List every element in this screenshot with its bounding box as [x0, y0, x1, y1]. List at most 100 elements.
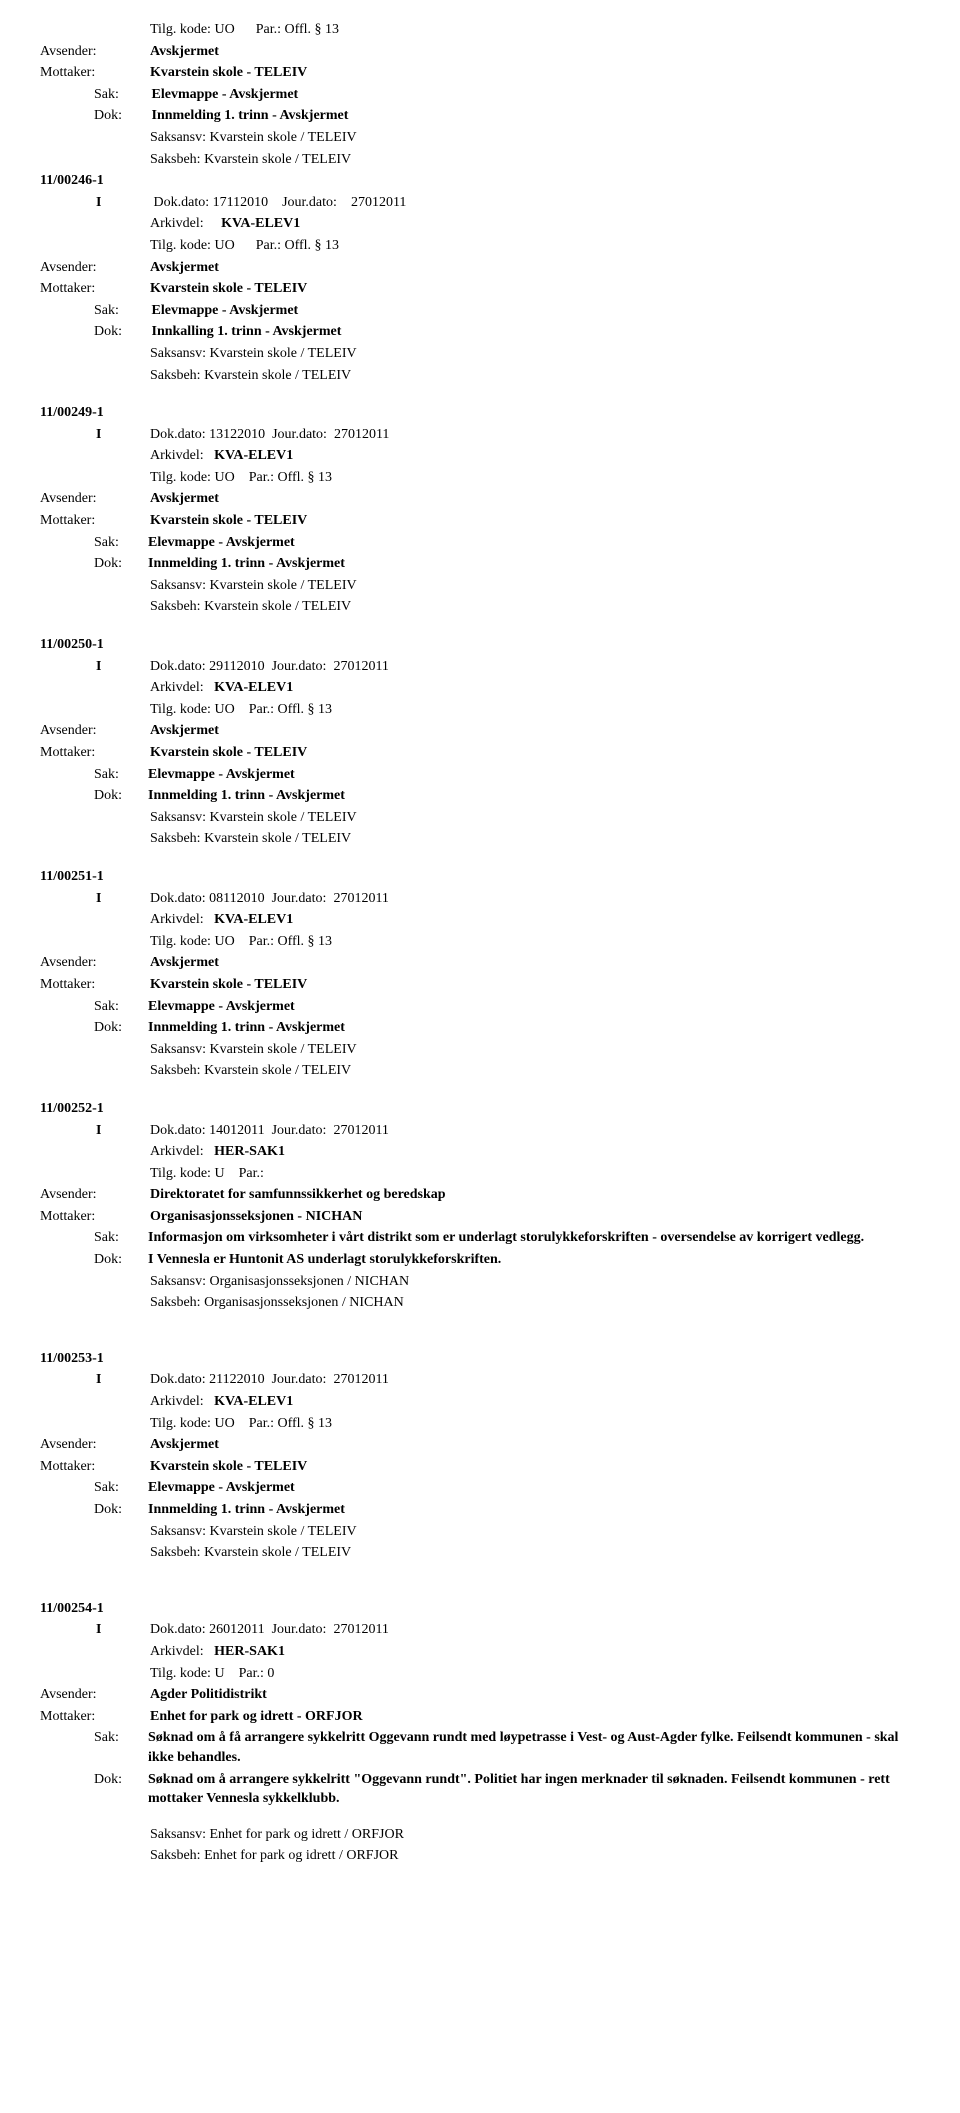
saksbeh-label: Saksbeh: [150, 1063, 201, 1078]
dokdato-row: IDok.dato: 14012011 Jour.dato: 27012011 [40, 1121, 920, 1141]
avsender-row: Avsender: Avskjermet [40, 42, 920, 62]
journal-entry: Tilg. kode: UO Par.: Offl. § 13 Avsender… [40, 20, 920, 385]
saksansv-label: Saksansv: [150, 810, 206, 825]
saksansv-row: Saksansv: Kvarstein skole / TELEIV [150, 128, 920, 148]
dok-row: Dok:Innmelding 1. trinn - Avskjermet [94, 554, 920, 574]
saksbeh-value: Kvarstein skole / TELEIV [204, 368, 351, 383]
avsender-row: Avsender:Avskjermet [40, 953, 920, 973]
saksbeh-value: Enhet for park og idrett / ORFJOR [204, 1848, 398, 1863]
saksansv-label: Saksansv: [150, 130, 206, 145]
jourdato-value: 27012011 [333, 891, 388, 906]
dokdato-label: Dok.dato: [150, 1622, 206, 1637]
jourdato-label: Jour.dato: [272, 1622, 327, 1637]
mottaker-row: Mottaker:Enhet for park og idrett - ORFJ… [40, 1707, 920, 1727]
dok-value: Innmelding 1. trinn - Avskjermet [148, 1018, 345, 1038]
jourdato-label: Jour.dato: [272, 427, 327, 442]
sak-value: Elevmappe - Avskjermet [152, 303, 299, 318]
saksansv-value: Kvarstein skole / TELEIV [210, 810, 357, 825]
saksbeh-label: Saksbeh: [150, 599, 201, 614]
avsender-label: Avsender: [40, 1435, 150, 1455]
sak-label: Sak: [94, 765, 148, 785]
mottaker-label: Mottaker: [40, 511, 150, 531]
mottaker-value: Kvarstein skole - TELEIV [150, 1457, 307, 1477]
sak-value: Elevmappe - Avskjermet [152, 87, 299, 102]
i-marker: I [96, 1121, 150, 1141]
tilg-row: Tilg. kode: UO Par.: Offl. § 13 [150, 468, 920, 488]
avsender-label: Avsender: [40, 1685, 150, 1705]
arkivdel-row: Arkivdel: KVA-ELEV1 [150, 214, 920, 234]
sak-label: Sak: [94, 301, 148, 321]
dokdato-row: IDok.dato: 26012011 Jour.dato: 27012011 [40, 1620, 920, 1640]
jourdato-label: Jour.dato: [272, 659, 327, 674]
jourdato-value: 27012011 [334, 427, 389, 442]
i-marker: I [96, 1620, 150, 1640]
arkivdel-value: HER-SAK1 [214, 1144, 285, 1159]
arkivdel-label: Arkivdel: [150, 680, 204, 695]
mottaker-label: Mottaker: [40, 1457, 150, 1477]
dok-label: Dok: [94, 1018, 148, 1038]
saksansv-row: Saksansv: Organisasjonsseksjonen / NICHA… [150, 1272, 920, 1292]
saksbeh-label: Saksbeh: [150, 831, 201, 846]
saksbeh-label: Saksbeh: [150, 368, 201, 383]
jourdato-value: 27012011 [333, 1372, 388, 1387]
saksansv-row: Saksansv: Kvarstein skole / TELEIV [150, 1522, 920, 1542]
par-value: Offl. § 13 [277, 470, 332, 485]
journal-entry: 11/00249-1IDok.dato: 13122010 Jour.dato:… [40, 403, 920, 617]
journal-entry: 11/00254-1IDok.dato: 26012011 Jour.dato:… [40, 1581, 920, 1866]
par-value: 0 [267, 1666, 274, 1681]
dok-value: Innmelding 1. trinn - Avskjermet [148, 1500, 345, 1520]
saksbeh-row: Saksbeh: Organisasjonsseksjonen / NICHAN [150, 1293, 920, 1313]
mottaker-value: Organisasjonsseksjonen - NICHAN [150, 1207, 362, 1227]
dok-row: Dok:Søknad om å arrangere sykkelritt "Og… [94, 1770, 920, 1809]
par-label: Par.: [239, 1166, 264, 1181]
tilg-kode-label: Tilg. kode: [150, 1416, 211, 1431]
tilg-kode-value: UO [214, 934, 234, 949]
avsender-label: Avsender: [40, 258, 150, 278]
avsender-label: Avsender: [40, 489, 150, 509]
dokdato-value: 13122010 [209, 427, 265, 442]
tilg-row: Tilg. kode: UO Par.: Offl. § 13 [150, 700, 920, 720]
sak-value: Elevmappe - Avskjermet [148, 997, 295, 1017]
saksbeh-label: Saksbeh: [150, 152, 201, 167]
sak-row: Sak:Søknad om å få arrangere sykkelritt … [94, 1728, 920, 1767]
avsender-row: Avsender:Direktoratet for samfunnssikker… [40, 1185, 920, 1205]
arkivdel-value: KVA-ELEV1 [214, 680, 293, 695]
mottaker-value: Kvarstein skole - TELEIV [150, 743, 307, 763]
tilg-kode-value: UO [214, 22, 234, 37]
mottaker-row: Mottaker:Kvarstein skole - TELEIV [40, 975, 920, 995]
dok-row: Dok: Innmelding 1. trinn - Avskjermet [94, 106, 920, 126]
case-id: 11/00254-1 [40, 1599, 920, 1619]
dok-value: Søknad om å arrangere sykkelritt "Oggeva… [148, 1770, 920, 1809]
saksbeh-value: Kvarstein skole / TELEIV [204, 1545, 351, 1560]
case-id: 11/00252-1 [40, 1099, 920, 1119]
avsender-label: Avsender: [40, 953, 150, 973]
i-marker: I [96, 425, 150, 445]
dok-value: Innkalling 1. trinn - Avskjermet [152, 324, 342, 339]
mottaker-row-2: Mottaker: Kvarstein skole - TELEIV [40, 279, 920, 299]
sak-row: Sak:Elevmappe - Avskjermet [94, 1478, 920, 1498]
dokdato-label: Dok.dato: [150, 891, 206, 906]
dok-label: Dok: [94, 1770, 148, 1809]
dok-row: Dok:Innmelding 1. trinn - Avskjermet [94, 786, 920, 806]
par-value: Offl. § 13 [277, 934, 332, 949]
jourdato-value: 27012011 [333, 659, 388, 674]
tilg-kode-value: UO [214, 238, 234, 253]
mottaker-value: Enhet for park og idrett - ORFJOR [150, 1707, 363, 1727]
dok-row: Dok:Innmelding 1. trinn - Avskjermet [94, 1500, 920, 1520]
i-marker: I [96, 1370, 150, 1390]
tilg-kode-label: Tilg. kode: [150, 470, 211, 485]
dokdato-row: IDok.dato: 08112010 Jour.dato: 27012011 [40, 889, 920, 909]
tilg-row: Tilg. kode: UO Par.: Offl. § 13 [150, 932, 920, 952]
mottaker-label: Mottaker: [40, 279, 150, 299]
tilg-kode-value: UO [214, 702, 234, 717]
tilg-kode-label: Tilg. kode: [150, 1166, 211, 1181]
avsender-row: Avsender:Avskjermet [40, 1435, 920, 1455]
dokdato-value: 21122010 [209, 1372, 264, 1387]
dokdato-value: 08112010 [209, 891, 264, 906]
saksansv-label: Saksansv: [150, 1827, 206, 1842]
mottaker-label: Mottaker: [40, 1207, 150, 1227]
sak-row: Sak:Elevmappe - Avskjermet [94, 765, 920, 785]
dokdato-label: Dok.dato: [154, 195, 210, 210]
saksansv-label: Saksansv: [150, 1274, 206, 1289]
arkivdel-label: Arkivdel: [150, 1394, 204, 1409]
